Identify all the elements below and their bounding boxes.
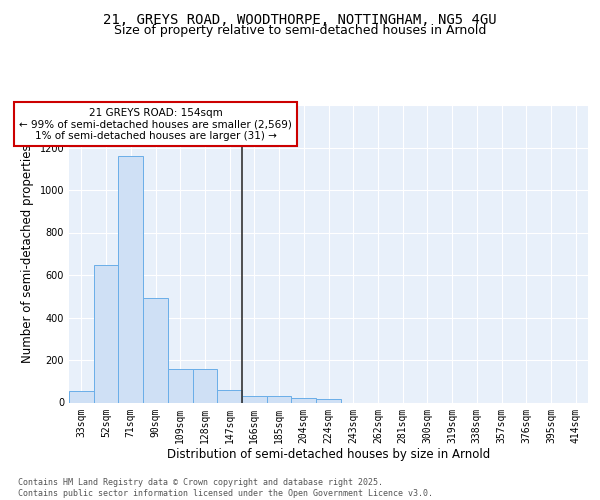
Bar <box>292 398 316 402</box>
Bar <box>168 368 193 402</box>
Text: 21 GREYS ROAD: 154sqm
← 99% of semi-detached houses are smaller (2,569)
1% of se: 21 GREYS ROAD: 154sqm ← 99% of semi-deta… <box>19 108 292 140</box>
Bar <box>242 396 267 402</box>
Bar <box>94 266 118 402</box>
Bar <box>217 390 242 402</box>
X-axis label: Distribution of semi-detached houses by size in Arnold: Distribution of semi-detached houses by … <box>167 448 490 461</box>
Text: 21, GREYS ROAD, WOODTHORPE, NOTTINGHAM, NG5 4GU: 21, GREYS ROAD, WOODTHORPE, NOTTINGHAM, … <box>103 12 497 26</box>
Text: Size of property relative to semi-detached houses in Arnold: Size of property relative to semi-detach… <box>114 24 486 37</box>
Bar <box>267 396 292 402</box>
Bar <box>143 298 168 403</box>
Bar <box>118 156 143 402</box>
Bar <box>193 368 217 402</box>
Text: Contains HM Land Registry data © Crown copyright and database right 2025.
Contai: Contains HM Land Registry data © Crown c… <box>18 478 433 498</box>
Y-axis label: Number of semi-detached properties: Number of semi-detached properties <box>21 144 34 363</box>
Bar <box>69 391 94 402</box>
Bar <box>316 400 341 402</box>
